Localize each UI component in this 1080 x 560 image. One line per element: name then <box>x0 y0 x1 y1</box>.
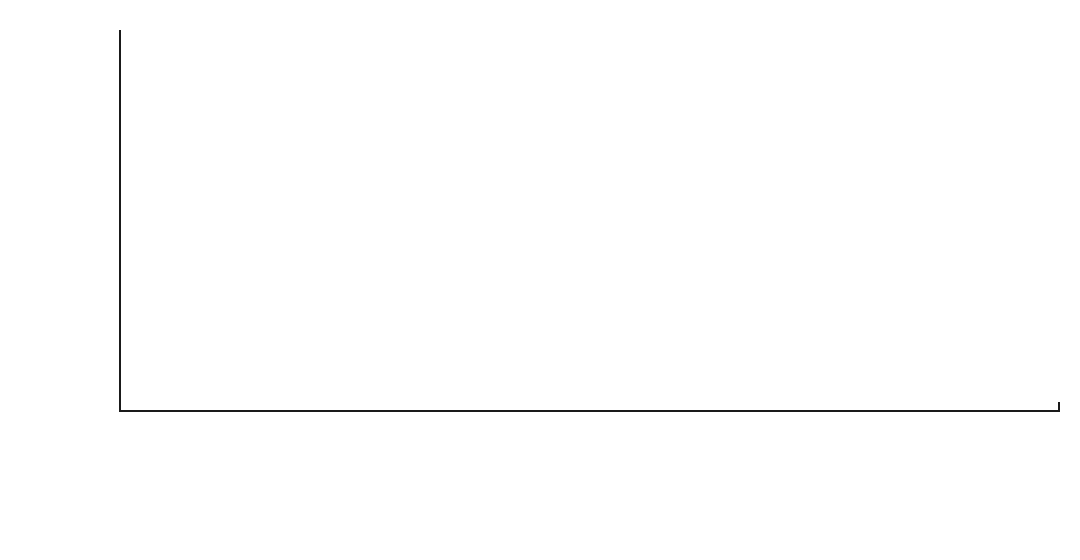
y-axis-line <box>119 30 121 412</box>
x-axis-end-tick <box>1058 402 1060 410</box>
x-axis-line <box>119 410 1060 412</box>
